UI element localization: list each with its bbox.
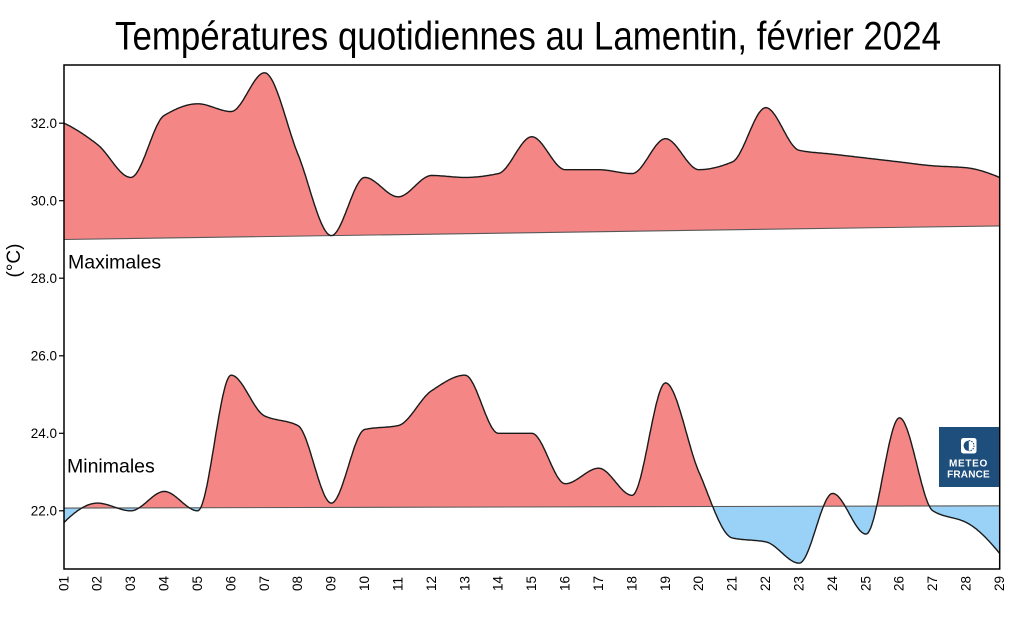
svg-text:28: 28 xyxy=(959,576,974,591)
svg-text:02: 02 xyxy=(90,576,105,591)
svg-text:27: 27 xyxy=(925,576,940,591)
svg-text:19: 19 xyxy=(658,576,673,591)
svg-text:16: 16 xyxy=(558,576,573,591)
svg-text:01: 01 xyxy=(56,576,71,591)
svg-text:08: 08 xyxy=(290,576,305,591)
svg-text:22.0: 22.0 xyxy=(31,504,57,519)
svg-text:17: 17 xyxy=(591,576,606,591)
svg-text:FRANCE: FRANCE xyxy=(947,470,990,481)
svg-text:(°C): (°C) xyxy=(4,244,25,278)
svg-text:06: 06 xyxy=(223,576,238,591)
svg-text:07: 07 xyxy=(257,576,272,591)
svg-text:23: 23 xyxy=(792,576,807,591)
svg-text:29: 29 xyxy=(992,576,1007,591)
svg-text:32.0: 32.0 xyxy=(31,116,57,131)
svg-text:22: 22 xyxy=(758,576,773,591)
svg-text:28.0: 28.0 xyxy=(31,271,57,286)
svg-text:24: 24 xyxy=(825,575,840,591)
svg-text:10: 10 xyxy=(357,576,372,591)
svg-text:26: 26 xyxy=(892,576,907,591)
svg-text:METEO: METEO xyxy=(949,459,988,470)
svg-text:15: 15 xyxy=(524,576,539,591)
svg-text:30.0: 30.0 xyxy=(31,194,57,209)
svg-text:Températures quotidiennes au L: Températures quotidiennes au Lamentin, f… xyxy=(115,15,941,59)
svg-text:18: 18 xyxy=(624,576,639,591)
svg-text:Maximales: Maximales xyxy=(68,252,161,274)
svg-text:24.0: 24.0 xyxy=(31,426,57,441)
svg-text:Minimales: Minimales xyxy=(67,455,155,477)
svg-text:26.0: 26.0 xyxy=(31,349,57,364)
svg-text:14: 14 xyxy=(491,575,506,591)
svg-text:21: 21 xyxy=(725,576,740,591)
svg-text:13: 13 xyxy=(457,576,472,591)
svg-text:03: 03 xyxy=(123,576,138,591)
svg-text:04: 04 xyxy=(157,575,172,591)
svg-text:05: 05 xyxy=(190,576,205,591)
svg-text:09: 09 xyxy=(324,576,339,591)
svg-text:12: 12 xyxy=(424,576,439,591)
svg-text:20: 20 xyxy=(691,576,706,591)
svg-text:11: 11 xyxy=(391,577,406,591)
svg-text:25: 25 xyxy=(858,576,873,591)
